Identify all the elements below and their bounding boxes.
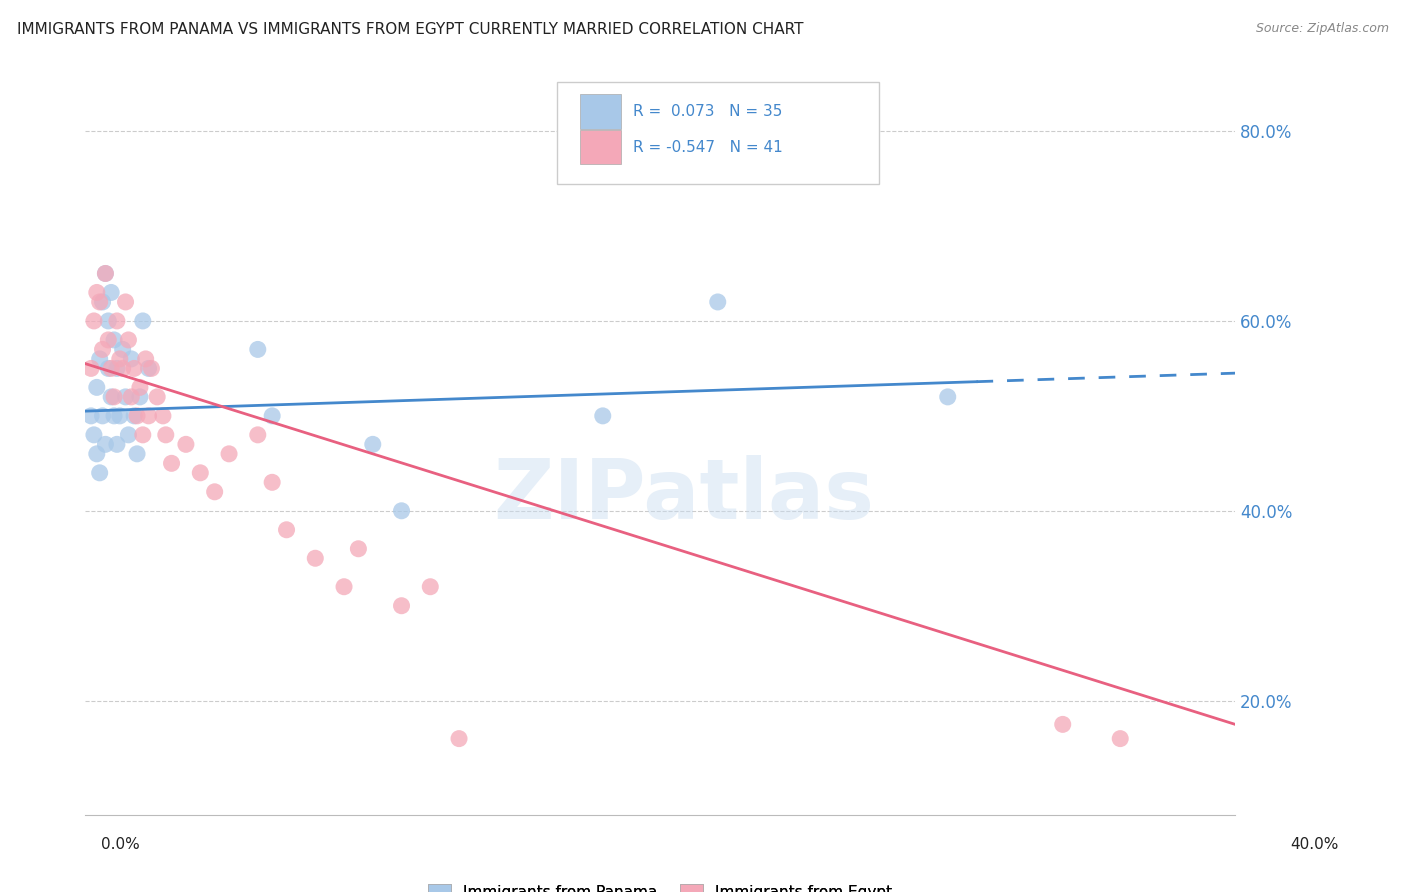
Text: Source: ZipAtlas.com: Source: ZipAtlas.com bbox=[1256, 22, 1389, 36]
Point bbox=[129, 380, 152, 394]
Point bbox=[135, 351, 157, 366]
Point bbox=[97, 361, 120, 376]
Point bbox=[91, 343, 114, 357]
Point bbox=[103, 409, 125, 423]
Point bbox=[122, 409, 145, 423]
Point bbox=[276, 523, 298, 537]
FancyBboxPatch shape bbox=[579, 129, 621, 164]
Point bbox=[117, 333, 139, 347]
Point bbox=[1052, 717, 1074, 731]
Point bbox=[391, 599, 413, 613]
Point bbox=[117, 427, 139, 442]
Point bbox=[188, 466, 211, 480]
Point bbox=[1109, 731, 1132, 746]
Point bbox=[111, 361, 134, 376]
Point bbox=[125, 447, 148, 461]
Text: 40.0%: 40.0% bbox=[1291, 838, 1339, 852]
Point bbox=[138, 361, 160, 376]
Point bbox=[80, 409, 103, 423]
Point bbox=[592, 409, 614, 423]
Point bbox=[108, 409, 131, 423]
Legend: Immigrants from Panama, Immigrants from Egypt: Immigrants from Panama, Immigrants from … bbox=[422, 878, 898, 892]
Point bbox=[138, 409, 160, 423]
Point bbox=[100, 285, 122, 300]
Point bbox=[86, 285, 108, 300]
Point bbox=[97, 333, 120, 347]
Point bbox=[141, 361, 163, 376]
Point bbox=[91, 409, 114, 423]
Point bbox=[132, 427, 155, 442]
Text: 0.0%: 0.0% bbox=[101, 838, 141, 852]
Point bbox=[91, 295, 114, 310]
Point bbox=[100, 390, 122, 404]
Point bbox=[94, 267, 117, 281]
Point bbox=[204, 484, 226, 499]
Point bbox=[114, 295, 136, 310]
Point bbox=[89, 466, 111, 480]
Point bbox=[304, 551, 326, 566]
Point bbox=[105, 361, 128, 376]
Point bbox=[419, 580, 441, 594]
Point bbox=[361, 437, 384, 451]
Point bbox=[447, 731, 470, 746]
FancyBboxPatch shape bbox=[579, 94, 621, 128]
Point bbox=[83, 427, 105, 442]
Point bbox=[83, 314, 105, 328]
Point bbox=[246, 427, 269, 442]
Point bbox=[89, 295, 111, 310]
Point bbox=[94, 267, 117, 281]
Point bbox=[114, 390, 136, 404]
Point bbox=[152, 409, 174, 423]
Point bbox=[120, 351, 142, 366]
Point bbox=[155, 427, 177, 442]
Point bbox=[105, 314, 128, 328]
Point bbox=[262, 475, 284, 490]
Point bbox=[125, 409, 148, 423]
Point bbox=[122, 361, 145, 376]
Point bbox=[120, 390, 142, 404]
Point bbox=[246, 343, 269, 357]
FancyBboxPatch shape bbox=[557, 82, 879, 185]
Point bbox=[347, 541, 370, 556]
Point bbox=[97, 314, 120, 328]
Point bbox=[108, 351, 131, 366]
Point bbox=[218, 447, 240, 461]
Point bbox=[936, 390, 959, 404]
Point bbox=[129, 390, 152, 404]
Point bbox=[146, 390, 169, 404]
Point bbox=[103, 333, 125, 347]
Point bbox=[80, 361, 103, 376]
Text: R = -0.547   N = 41: R = -0.547 N = 41 bbox=[633, 139, 782, 154]
Point bbox=[160, 456, 183, 470]
Text: R =  0.073   N = 35: R = 0.073 N = 35 bbox=[633, 103, 782, 119]
Text: IMMIGRANTS FROM PANAMA VS IMMIGRANTS FROM EGYPT CURRENTLY MARRIED CORRELATION CH: IMMIGRANTS FROM PANAMA VS IMMIGRANTS FRO… bbox=[17, 22, 803, 37]
Point bbox=[333, 580, 356, 594]
Point bbox=[391, 504, 413, 518]
Point bbox=[103, 390, 125, 404]
Point bbox=[86, 380, 108, 394]
Point bbox=[100, 361, 122, 376]
Point bbox=[94, 437, 117, 451]
Point bbox=[86, 447, 108, 461]
Point bbox=[132, 314, 155, 328]
Point bbox=[262, 409, 284, 423]
Point bbox=[111, 343, 134, 357]
Text: ZIPatlas: ZIPatlas bbox=[492, 455, 873, 536]
Point bbox=[174, 437, 197, 451]
Point bbox=[89, 351, 111, 366]
Point bbox=[706, 295, 728, 310]
Point bbox=[105, 437, 128, 451]
